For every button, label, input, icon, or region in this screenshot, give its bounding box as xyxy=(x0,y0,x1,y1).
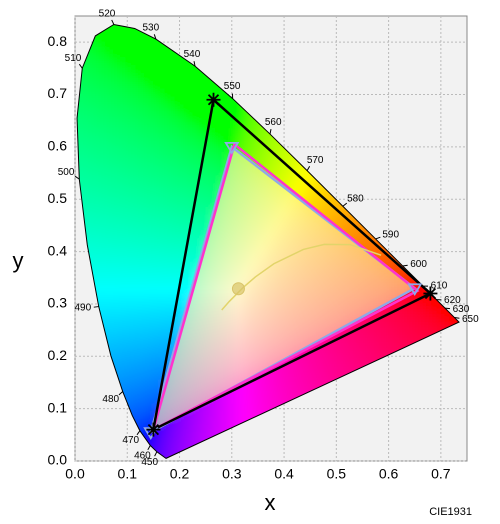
wavelength-tick xyxy=(269,129,272,135)
wavelength-label: 570 xyxy=(307,155,324,166)
wavelength-label: 550 xyxy=(224,81,241,92)
wavelength-tick xyxy=(111,19,115,25)
wavelength-label: 600 xyxy=(410,259,427,270)
y-tick-label: 0.5 xyxy=(48,190,68,206)
x-tick-label: 0.4 xyxy=(274,466,294,482)
x-axis-label: x xyxy=(265,490,276,515)
wavelength-tick xyxy=(153,34,157,40)
y-tick-label: 0.3 xyxy=(48,295,68,311)
planckian-locus xyxy=(221,243,382,311)
wavelength-label: 560 xyxy=(265,117,282,128)
gamut-triangle xyxy=(151,142,420,433)
wavelength-tick xyxy=(147,445,151,451)
wavelength-tick xyxy=(342,202,348,207)
x-tick-label: 0.7 xyxy=(431,466,451,482)
x-tick-label: 0.6 xyxy=(379,466,399,482)
wavelength-label: 610 xyxy=(431,281,448,292)
wavelength-label: 490 xyxy=(75,303,92,314)
y-tick-label: 0.8 xyxy=(48,33,68,49)
x-tick-label: 0.0 xyxy=(65,466,85,482)
y-axis-label: y xyxy=(13,248,24,273)
wavelength-label: 530 xyxy=(142,22,159,33)
white-point xyxy=(231,282,245,296)
wavelength-tick xyxy=(74,175,80,180)
wavelength-label: 480 xyxy=(102,394,119,405)
y-tick-label: 0.1 xyxy=(48,399,68,415)
vertex-marker xyxy=(206,92,221,107)
wavelength-label: 520 xyxy=(99,8,116,19)
x-tick-label: 0.3 xyxy=(222,466,242,482)
gamut-triangle xyxy=(151,97,433,432)
wavelength-tick xyxy=(78,63,83,69)
y-tick-label: 0.2 xyxy=(48,347,68,363)
wavelength-label: 470 xyxy=(122,435,139,446)
wavelength-tick xyxy=(154,451,158,457)
y-tick-label: 0.4 xyxy=(48,242,68,258)
vertex-marker xyxy=(407,283,423,296)
wavelength-label: 540 xyxy=(184,49,201,60)
wavelength-tick xyxy=(454,317,460,319)
caption: CIE1931 xyxy=(429,506,472,518)
wavelength-tick xyxy=(306,166,311,171)
wavelength-label: 500 xyxy=(58,167,75,178)
y-tick-label: 0.7 xyxy=(48,85,68,101)
vertex-marker xyxy=(146,422,161,437)
wavelength-label: 510 xyxy=(65,53,82,64)
wavelength-label: 450 xyxy=(141,457,158,468)
wavelength-label: 580 xyxy=(347,193,364,204)
wavelength-label: 620 xyxy=(444,295,461,306)
wavelength-label: 630 xyxy=(453,304,470,315)
x-tick-label: 0.1 xyxy=(118,466,138,482)
y-tick-label: 0.0 xyxy=(48,452,68,468)
wavelength-label: 650 xyxy=(462,314,479,325)
x-tick-label: 0.2 xyxy=(170,466,190,482)
x-tick-label: 0.5 xyxy=(327,466,347,482)
wavelength-tick xyxy=(118,391,124,396)
wavelength-label: 590 xyxy=(382,229,399,240)
wavelength-label: 460 xyxy=(134,451,151,462)
wavelength-tick xyxy=(375,236,381,240)
y-tick-label: 0.6 xyxy=(48,138,68,154)
wavelength-tick xyxy=(136,430,141,436)
wavelength-tick xyxy=(402,264,408,267)
vertex-marker xyxy=(224,141,240,155)
wavelength-tick xyxy=(193,61,196,67)
wavelength-tick xyxy=(93,306,99,308)
vertex-marker xyxy=(423,286,438,301)
